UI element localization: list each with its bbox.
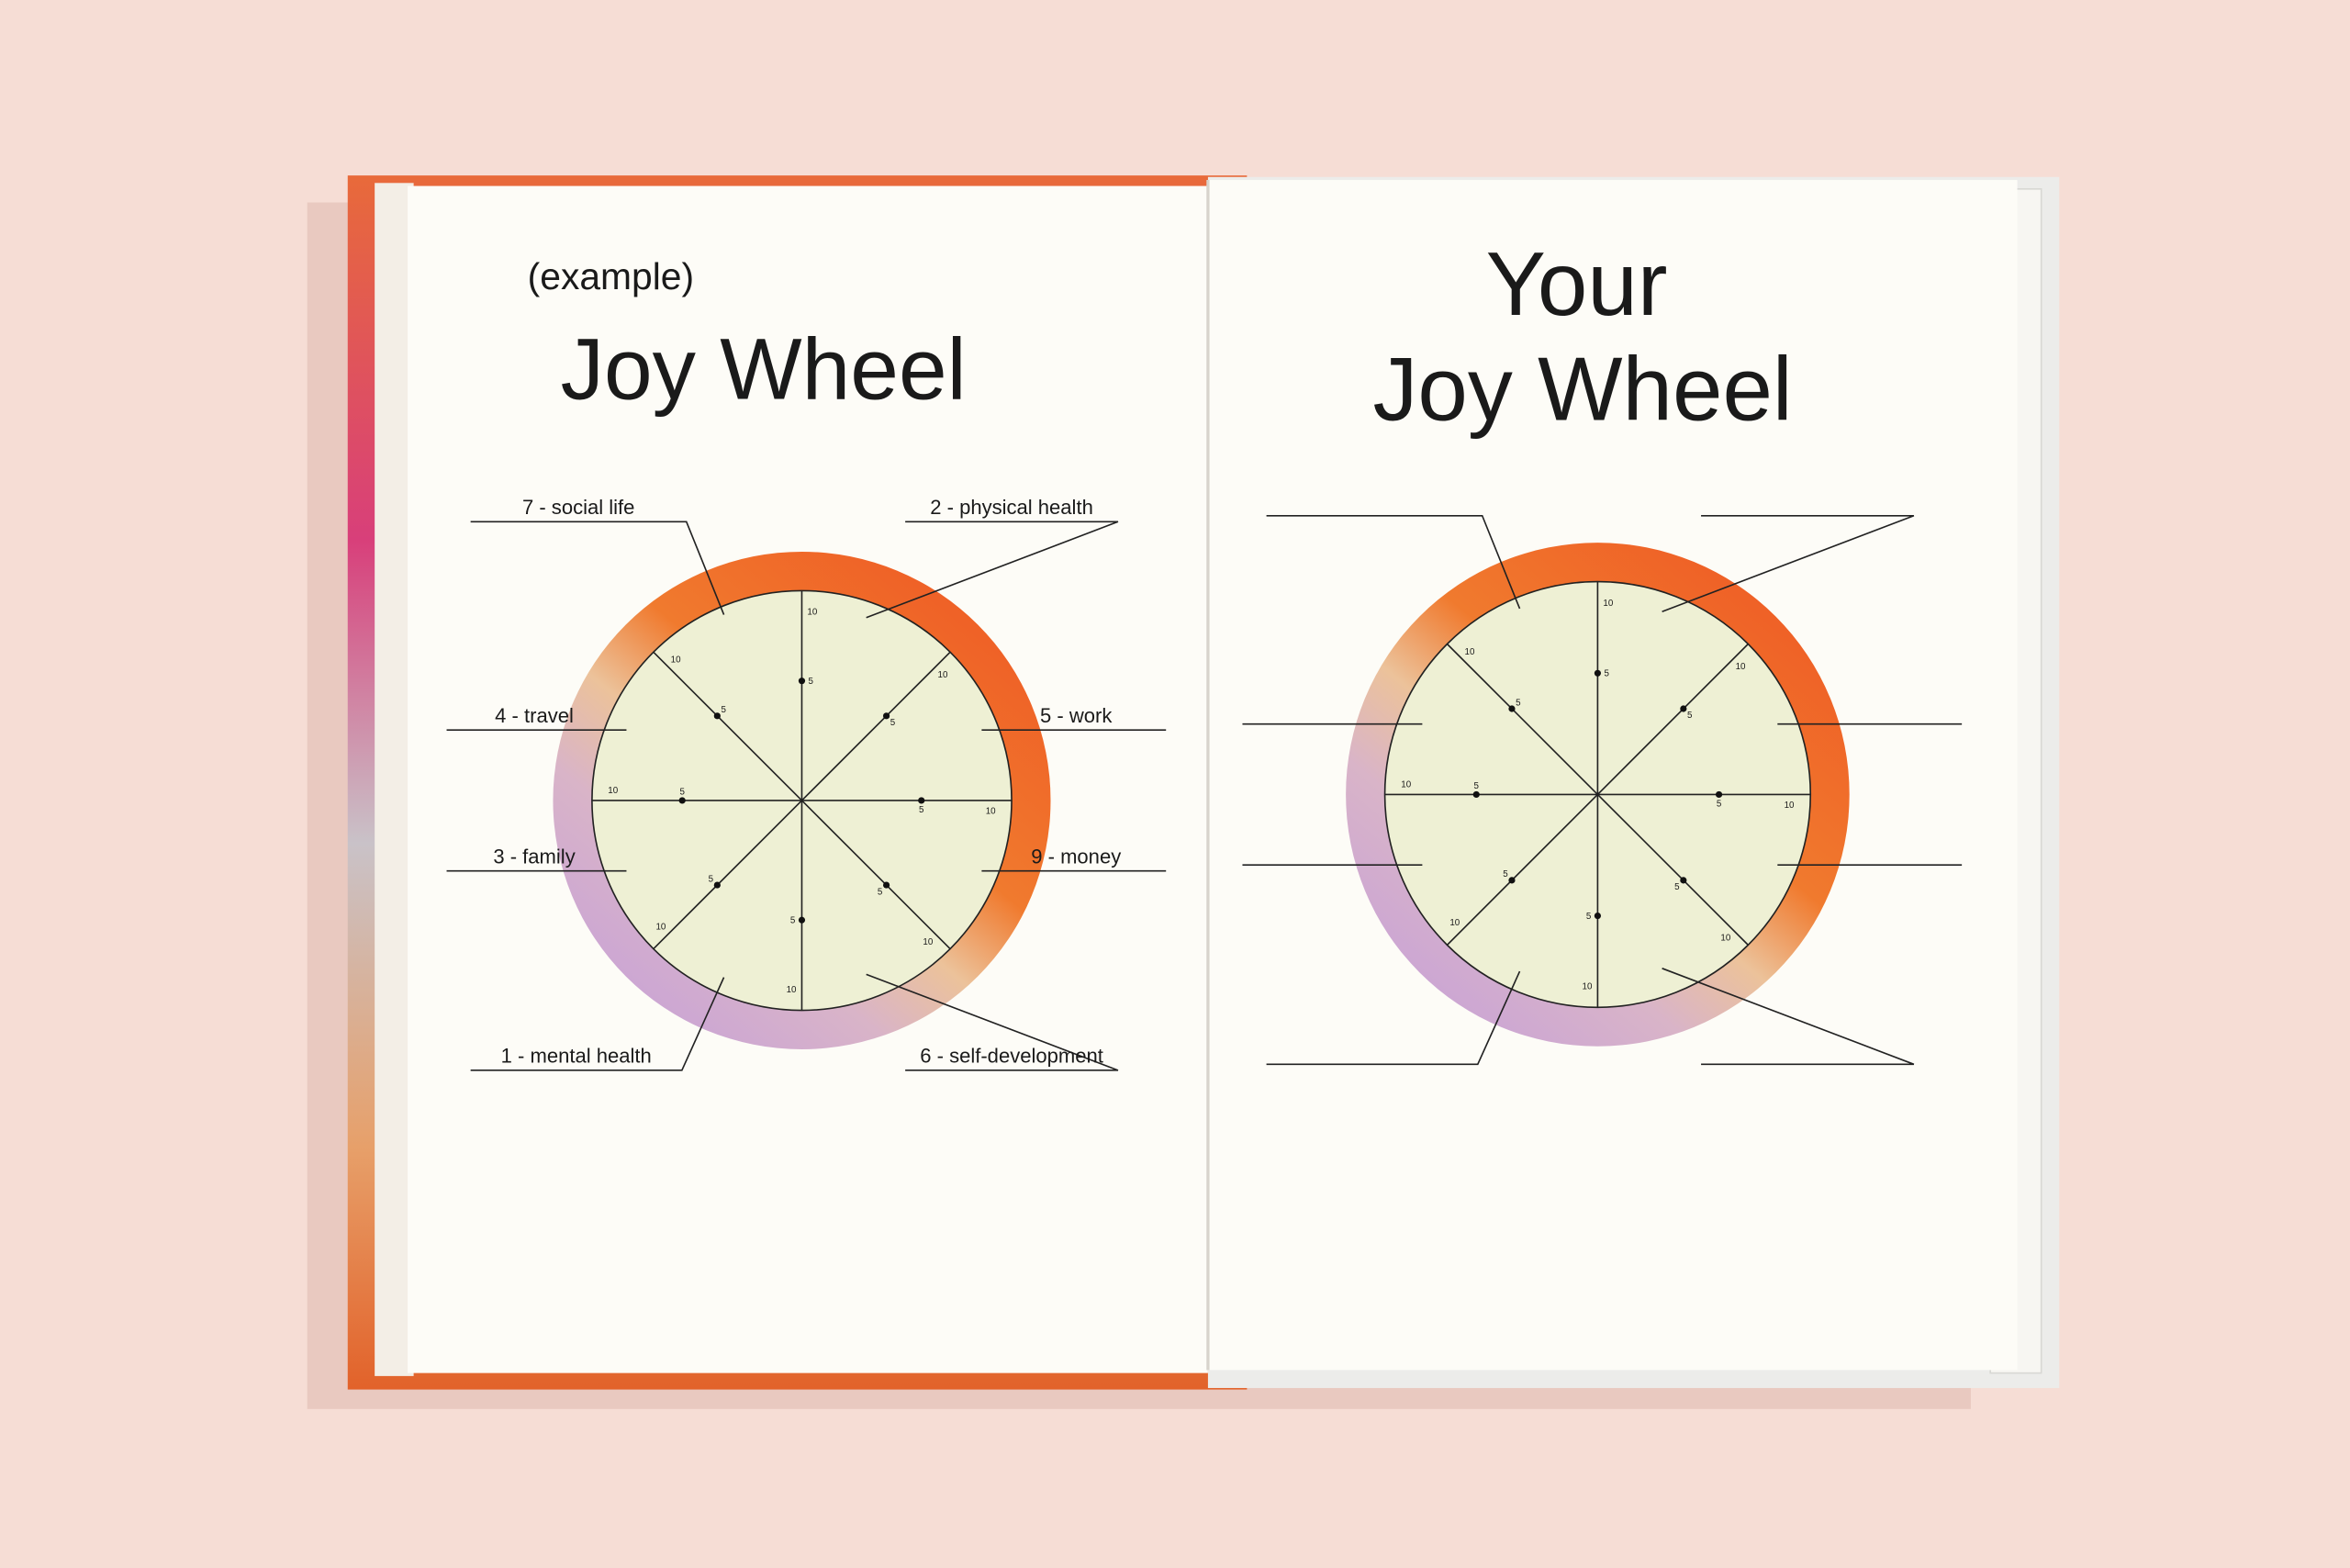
- scale-label: 5: [679, 787, 685, 797]
- midpoint-dot: [1680, 877, 1687, 884]
- title-line: Joy Wheel: [1372, 338, 1792, 439]
- segment-label: 2 - physical health: [930, 496, 1093, 519]
- spoke: [800, 800, 951, 950]
- title: Joy Wheel: [561, 320, 967, 418]
- midpoint-dot: [798, 916, 806, 924]
- midpoint-dot: [883, 881, 890, 889]
- scale-label: 5: [1516, 698, 1521, 708]
- midpoint-dot: [713, 712, 721, 720]
- spoke: [1596, 643, 1749, 796]
- scale-label: 10: [787, 985, 797, 995]
- scale-label: 10: [1720, 933, 1730, 943]
- scale-label: 5: [919, 805, 924, 815]
- joy-wheel: 5 10 5 10 5 10 5 10 5 10 5 10 5 10 5 10 7 - social life 2…: [446, 496, 1167, 1071]
- leader-line: [1266, 970, 1521, 1066]
- segment-label: 5 - work: [1040, 704, 1113, 727]
- segment-label: 3 - family: [493, 846, 575, 868]
- segment-label: 9 - money: [1031, 846, 1121, 868]
- leader-line: [866, 973, 1119, 1071]
- scale-label: 5: [1604, 669, 1609, 679]
- scale-label: 10: [938, 670, 948, 680]
- midpoint-dot: [918, 797, 925, 804]
- wheels: 5 10 5 10 5 10 5 10 5 10 5 10 5 10 5 10 7 - social life 2…: [446, 496, 1963, 1071]
- title-line: Your: [1486, 233, 1668, 334]
- midpoint-dot: [1594, 669, 1602, 677]
- scale-label: 10: [923, 937, 933, 947]
- scale-label: 10: [1449, 918, 1460, 928]
- segment-label: 7 - social life: [522, 496, 634, 519]
- midpoint-dot: [713, 881, 721, 889]
- segment-label: 4 - travel: [495, 704, 574, 727]
- scale-label: 5: [722, 705, 727, 715]
- scale-label: 10: [1736, 662, 1746, 672]
- segment-label: 6 - self-development: [920, 1045, 1103, 1068]
- scale-label: 10: [1401, 779, 1411, 790]
- midpoint-dot: [1594, 912, 1602, 920]
- scale-label: 5: [1674, 882, 1680, 892]
- midpoint-dot: [678, 797, 686, 804]
- spoke: [1446, 643, 1598, 796]
- scale-label: 10: [671, 655, 681, 666]
- subtitle: (example): [528, 255, 694, 297]
- leader-line: [1266, 514, 1521, 610]
- midpoint-dot: [1680, 705, 1687, 712]
- scale-label: 5: [1503, 869, 1508, 879]
- scale-label: 5: [790, 916, 796, 926]
- spoke: [1446, 793, 1598, 946]
- scale-label: 10: [1465, 647, 1475, 657]
- spoke: [653, 800, 803, 950]
- scale-label: 5: [878, 887, 883, 897]
- scale-label: 5: [890, 718, 896, 728]
- scale-label: 10: [807, 608, 817, 618]
- joy-wheel: 5 10 5 10 5 10 5 10 5 10 5 10 5 10 5 10: [1242, 514, 1963, 1066]
- spoke: [1596, 793, 1749, 946]
- scale-label: 10: [1785, 801, 1795, 811]
- midpoint-dot: [1715, 790, 1723, 799]
- scale-label: 5: [709, 874, 714, 884]
- scale-label: 10: [655, 923, 666, 933]
- leader-line: [470, 521, 725, 615]
- leader-line: [470, 977, 725, 1071]
- scale-label: 5: [1717, 799, 1722, 809]
- midpoint-dot: [883, 712, 890, 720]
- scale-label: 10: [1583, 981, 1593, 991]
- scale-label: 5: [1687, 711, 1693, 721]
- scale-label: 10: [1603, 599, 1613, 609]
- spoke: [800, 651, 951, 801]
- midpoint-dot: [798, 678, 806, 685]
- midpoint-dot: [1508, 705, 1516, 712]
- leader-line: [1662, 968, 1915, 1066]
- segment-label: 1 - mental health: [501, 1045, 652, 1068]
- scale-label: 5: [1586, 912, 1592, 922]
- page-edges-left: [375, 183, 414, 1376]
- scale-label: 10: [986, 807, 996, 817]
- leader-line: [866, 521, 1119, 619]
- midpoint-dot: [1472, 790, 1480, 799]
- midpoint-dot: [1508, 877, 1516, 884]
- spoke: [653, 651, 803, 801]
- scale-label: 5: [809, 677, 814, 687]
- scale-label: 5: [1474, 781, 1480, 791]
- scale-label: 10: [608, 786, 618, 796]
- leader-line: [1662, 514, 1915, 613]
